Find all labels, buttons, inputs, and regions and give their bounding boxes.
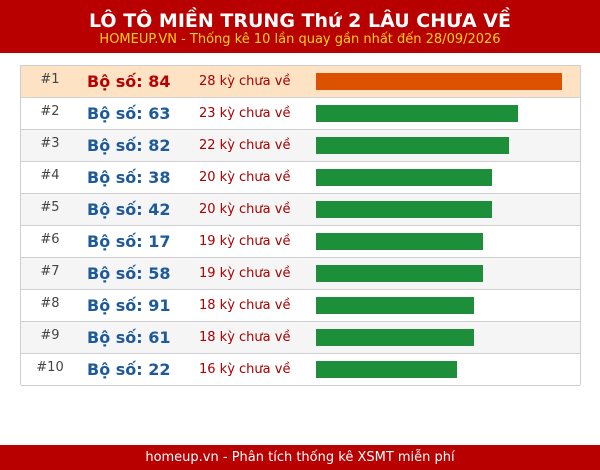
- number-label: Bộ số: 42: [87, 200, 171, 219]
- list-item: #10 Bộ số: 22 16 kỳ chưa về: [21, 354, 580, 386]
- footer-text: homeup.vn - Phân tích thống kê XSMT miễn…: [145, 450, 455, 465]
- days-missing-label: 20 kỳ chưa về: [199, 202, 291, 217]
- number-label: Bộ số: 84: [87, 72, 171, 91]
- days-missing-label: 18 kỳ chưa về: [199, 330, 291, 345]
- rank-label: #3: [40, 136, 60, 151]
- number-label: Bộ số: 22: [87, 360, 171, 379]
- list-item: #2 Bộ số: 63 23 kỳ chưa về: [21, 98, 580, 130]
- header-banner: LÔ TÔ MIỀN TRUNG Thứ 2 LÂU CHƯA VỀ HOMEU…: [0, 0, 600, 53]
- streak-bar: [316, 329, 474, 346]
- number-label: Bộ số: 61: [87, 328, 171, 347]
- page-subtitle: HOMEUP.VN - Thống kê 10 lần quay gần nhấ…: [99, 32, 501, 47]
- days-missing-label: 20 kỳ chưa về: [199, 170, 291, 185]
- days-missing-label: 18 kỳ chưa về: [199, 298, 291, 313]
- rank-label: #1: [40, 72, 60, 87]
- rank-label: #10: [36, 360, 64, 375]
- rank-label: #7: [40, 264, 60, 279]
- number-label: Bộ số: 58: [87, 264, 171, 283]
- rank-label: #9: [40, 328, 60, 343]
- days-missing-label: 22 kỳ chưa về: [199, 138, 291, 153]
- rank-label: #4: [40, 168, 60, 183]
- number-label: Bộ số: 82: [87, 136, 171, 155]
- list-item: #9 Bộ số: 61 18 kỳ chưa về: [21, 322, 580, 354]
- page-title: LÔ TÔ MIỀN TRUNG Thứ 2 LÂU CHƯA VỀ: [89, 10, 511, 32]
- rank-label: #5: [40, 200, 60, 215]
- list-item: #1 Bộ số: 84 28 kỳ chưa về: [21, 66, 580, 98]
- number-label: Bộ số: 38: [87, 168, 171, 187]
- number-label: Bộ số: 17: [87, 232, 171, 251]
- footer-bar: homeup.vn - Phân tích thống kê XSMT miễn…: [0, 445, 600, 470]
- days-missing-label: 23 kỳ chưa về: [199, 106, 291, 121]
- list-item: #4 Bộ số: 38 20 kỳ chưa về: [21, 162, 580, 194]
- streak-bar: [316, 233, 483, 250]
- list-item: #3 Bộ số: 82 22 kỳ chưa về: [21, 130, 580, 162]
- list-item: #5 Bộ số: 42 20 kỳ chưa về: [21, 194, 580, 226]
- streak-bar: [316, 137, 509, 154]
- number-label: Bộ số: 91: [87, 296, 171, 315]
- stats-list: #1 Bộ số: 84 28 kỳ chưa về #2 Bộ số: 63 23 kỳ…: [20, 65, 581, 386]
- list-item: #6 Bộ số: 17 19 kỳ chưa về: [21, 226, 580, 258]
- streak-bar: [316, 73, 562, 90]
- streak-bar: [316, 105, 518, 122]
- rank-label: #8: [40, 296, 60, 311]
- list-item: #8 Bộ số: 91 18 kỳ chưa về: [21, 290, 580, 322]
- days-missing-label: 19 kỳ chưa về: [199, 234, 291, 249]
- rank-label: #2: [40, 104, 60, 119]
- rank-label: #6: [40, 232, 60, 247]
- streak-bar: [316, 169, 492, 186]
- number-label: Bộ số: 63: [87, 104, 171, 123]
- days-missing-label: 16 kỳ chưa về: [199, 362, 291, 377]
- streak-bar: [316, 361, 457, 378]
- streak-bar: [316, 297, 474, 314]
- days-missing-label: 19 kỳ chưa về: [199, 266, 291, 281]
- list-item: #7 Bộ số: 58 19 kỳ chưa về: [21, 258, 580, 290]
- days-missing-label: 28 kỳ chưa về: [199, 74, 291, 89]
- streak-bar: [316, 201, 492, 218]
- streak-bar: [316, 265, 483, 282]
